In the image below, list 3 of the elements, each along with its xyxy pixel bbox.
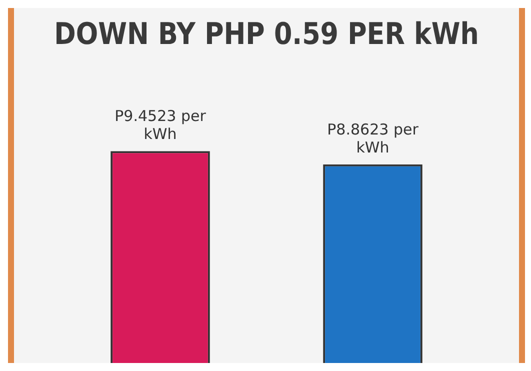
- chart-title: DOWN BY PHP 0.59 PER kWh: [54, 16, 479, 52]
- data-label: P8.8623 per kWh: [327, 120, 420, 156]
- data-label: P9.4523 per kWh: [114, 107, 207, 144]
